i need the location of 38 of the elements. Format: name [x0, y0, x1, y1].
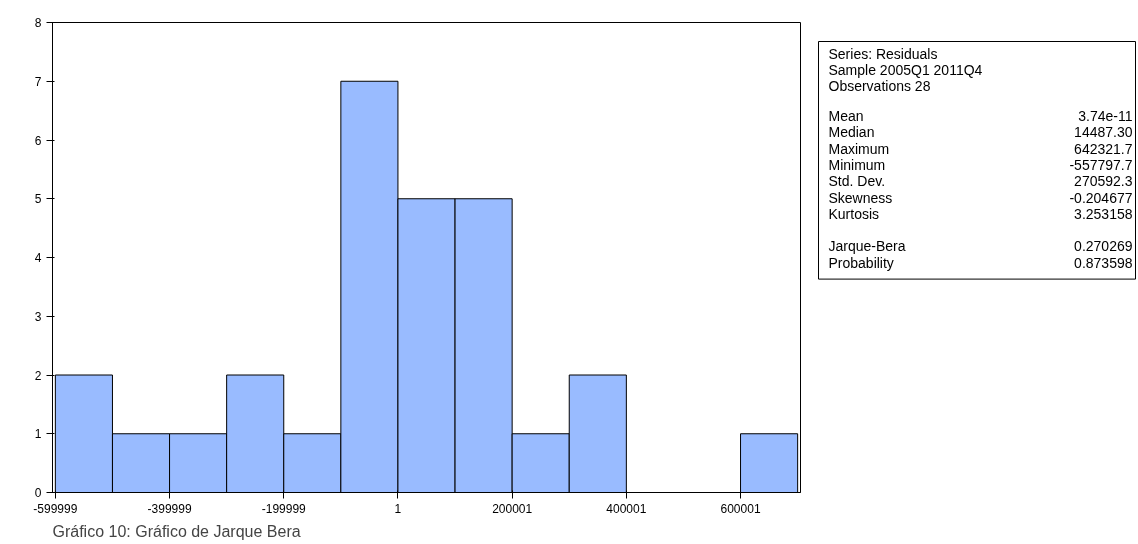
text: 270592.3 — [1074, 173, 1133, 190]
x-tick-label: -399999 — [147, 501, 192, 516]
text: 0.270269 — [1074, 238, 1133, 255]
text: 3.74e-11 — [1078, 107, 1133, 124]
text: Observations 28 — [828, 78, 931, 95]
y-tick-label: 1 — [34, 427, 42, 442]
text: Median — [828, 124, 875, 141]
text: Std. Dev. — [828, 173, 886, 190]
y-tick-label: 2 — [34, 368, 42, 383]
y-tick-label: 8 — [34, 16, 42, 30]
text: Sample 2005Q1 2011Q4 — [828, 62, 983, 79]
text: Skewness — [828, 189, 893, 206]
text: Mean — [828, 107, 864, 124]
text: 0.873598 — [1074, 254, 1133, 271]
text: Jarque-Bera — [828, 238, 906, 255]
y-tick-label: 6 — [34, 133, 42, 148]
text: Kurtosis — [828, 206, 880, 223]
x-tick-label: -599999 — [33, 501, 78, 516]
y-tick-label: 4 — [34, 251, 42, 265]
text: Probability — [828, 254, 894, 271]
text: Series: Residuals — [828, 45, 938, 62]
text: Maximum — [828, 140, 890, 157]
text: -557797.7 — [1069, 157, 1133, 174]
y-tick-label: 7 — [34, 74, 42, 89]
text: Minimum — [828, 157, 886, 174]
x-tick-label: 600001 — [720, 501, 761, 516]
text: Gráfico 10: Gráfico de Jarque Bera — [52, 522, 301, 540]
text: 642321.7 — [1074, 140, 1133, 157]
y-tick-label: 3 — [34, 309, 42, 324]
text: 14487.30 — [1074, 124, 1133, 141]
text: 3.253158 — [1074, 206, 1133, 223]
x-tick-label: 400001 — [606, 501, 647, 516]
y-tick-label: 0 — [34, 486, 42, 500]
x-tick-label: 200001 — [492, 501, 533, 516]
x-tick-label: -199999 — [261, 501, 307, 516]
text: -0.204677 — [1069, 189, 1133, 206]
x-tick-label: 1 — [394, 501, 402, 516]
y-tick-label: 5 — [34, 192, 42, 207]
